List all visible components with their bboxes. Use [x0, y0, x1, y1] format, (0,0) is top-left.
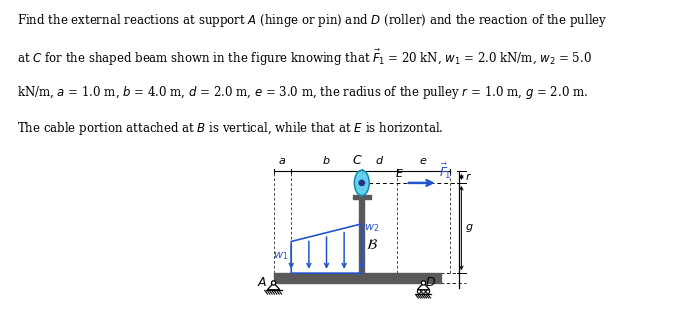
- Text: $d$: $d$: [375, 154, 384, 166]
- Text: $w_2$: $w_2$: [363, 222, 379, 234]
- Circle shape: [426, 290, 430, 293]
- Circle shape: [271, 281, 276, 285]
- Text: $g$: $g$: [465, 222, 474, 234]
- Text: $a$: $a$: [279, 156, 286, 166]
- Text: $E$: $E$: [395, 167, 404, 179]
- Text: $\vec{F}_{\!1}$: $\vec{F}_{\!1}$: [439, 161, 451, 181]
- Text: $b$: $b$: [322, 154, 331, 166]
- Text: $w_1$: $w_1$: [273, 250, 289, 262]
- Text: at $\it{C}$ for the shaped beam shown in the figure knowing that $\vec{F}_{\!1}$: at $\it{C}$ for the shaped beam shown in…: [17, 48, 592, 68]
- Text: $\mathcal{B}$: $\mathcal{B}$: [366, 238, 378, 252]
- Circle shape: [421, 281, 426, 285]
- Bar: [353, 195, 371, 199]
- Text: $D$: $D$: [425, 275, 436, 289]
- Text: The cable portion attached at $\it{B}$ is vertical, while that at $\it{E}$ is ho: The cable portion attached at $\it{B}$ i…: [17, 120, 443, 137]
- Text: $A$: $A$: [257, 275, 268, 289]
- Bar: [274, 273, 441, 283]
- Ellipse shape: [354, 170, 370, 196]
- Circle shape: [417, 290, 421, 293]
- Text: $r$: $r$: [465, 171, 472, 183]
- Circle shape: [421, 290, 426, 293]
- Circle shape: [359, 180, 365, 186]
- Bar: [359, 199, 364, 273]
- Text: kN/m, $\it{a}$ = 1.0 m, $\it{b}$ = 4.0 m, $\it{d}$ = 2.0 m, $\it{e}$ = 3.0 m, th: kN/m, $\it{a}$ = 1.0 m, $\it{b}$ = 4.0 m…: [17, 84, 588, 101]
- Text: $C$: $C$: [352, 154, 363, 167]
- Text: $e$: $e$: [419, 156, 428, 166]
- Text: Find the external reactions at support $\it{A}$ (hinge or pin) and $\it{D}$ (rol: Find the external reactions at support $…: [17, 12, 607, 29]
